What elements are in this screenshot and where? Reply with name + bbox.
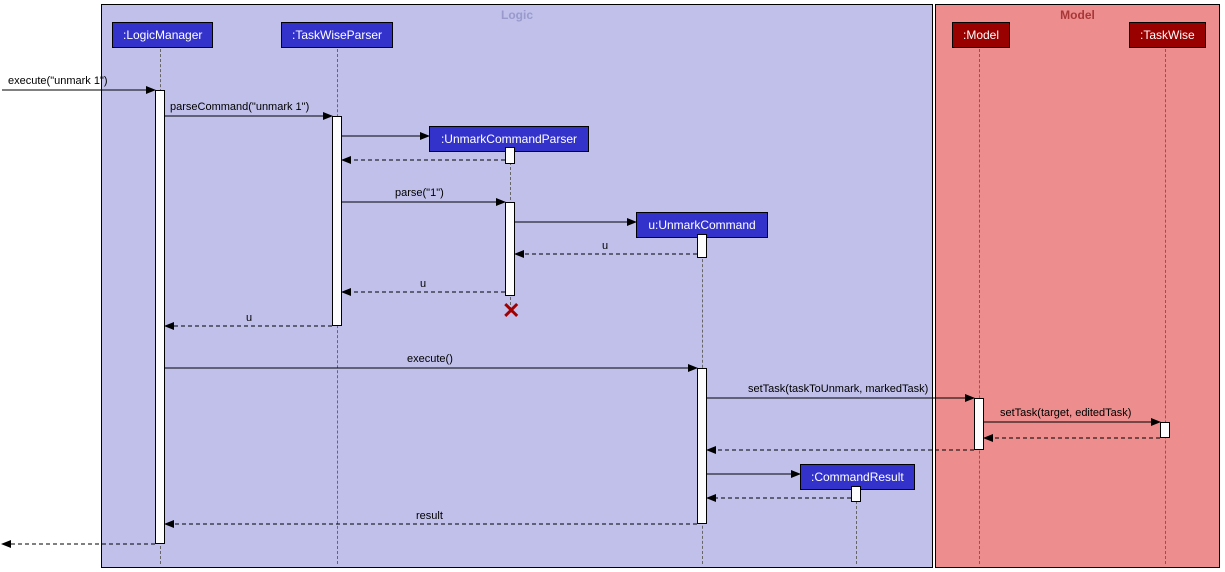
destroy-icon: ✕: [502, 298, 520, 324]
activation-parser: [332, 116, 342, 326]
participant-model: :Model: [952, 22, 1010, 48]
activation-unmarkcmd: [697, 368, 707, 524]
message-label: result: [416, 510, 443, 522]
participant-logicmgr: :LogicManager: [112, 22, 213, 48]
lifeline-model: [979, 44, 980, 564]
message-label: execute("unmark 1"): [8, 75, 108, 87]
message-label: u: [602, 240, 608, 252]
lifeline-taskwise: [1165, 44, 1166, 564]
activation-taskwise: [1160, 422, 1170, 438]
frame-title: Model: [1060, 8, 1095, 22]
message-label: setTask(taskToUnmark, markedTask): [748, 383, 928, 395]
frame-model: Model: [935, 4, 1220, 568]
activation-unmarkcmd: [697, 234, 707, 258]
message-label: setTask(target, editedTask): [1000, 407, 1131, 419]
message-label: execute(): [407, 353, 453, 365]
message-label: u: [420, 278, 426, 290]
message-label: parseCommand("unmark 1"): [170, 101, 309, 113]
activation-logicmgr: [155, 90, 165, 544]
message-label: u: [246, 312, 252, 324]
sequence-diagram: LogicModel:LogicManager:TaskWiseParser:U…: [0, 0, 1225, 572]
activation-model: [974, 398, 984, 450]
activation-unmarkparser: [505, 202, 515, 296]
activation-cmdresult: [851, 486, 861, 502]
participant-parser: :TaskWiseParser: [281, 22, 393, 48]
message-label: parse("1"): [395, 187, 444, 199]
frame-title: Logic: [501, 8, 533, 22]
participant-taskwise: :TaskWise: [1129, 22, 1206, 48]
activation-unmarkparser: [505, 147, 515, 164]
